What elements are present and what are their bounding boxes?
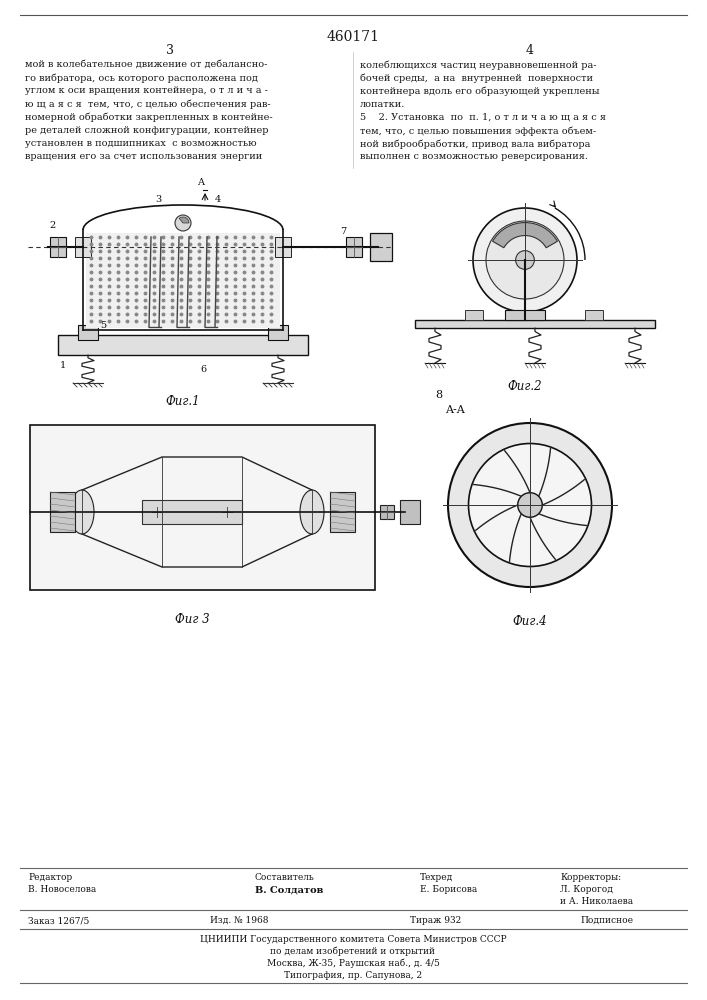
Text: Заказ 1267/5: Заказ 1267/5 (28, 916, 89, 925)
Text: 3: 3 (166, 44, 174, 57)
Text: Техред: Техред (420, 873, 453, 882)
Text: 460171: 460171 (327, 30, 380, 44)
Bar (30, 425, 375, 590)
Text: 2: 2 (50, 221, 56, 230)
Text: Е. Борисова: Е. Борисова (420, 885, 477, 894)
Bar (142, 500, 242, 524)
Bar (346, 237, 362, 257)
Bar (50, 492, 75, 532)
Text: Изд. № 1968: Изд. № 1968 (210, 916, 269, 925)
Circle shape (448, 423, 612, 587)
Text: В. Новоселова: В. Новоселова (28, 885, 96, 894)
Text: контейнера вдоль его образующей укреплены: контейнера вдоль его образующей укреплен… (360, 86, 600, 96)
Text: Редактор: Редактор (28, 873, 72, 882)
Text: го вибратора, ось которого расположена под: го вибратора, ось которого расположена п… (25, 73, 258, 83)
Text: 3: 3 (155, 196, 161, 205)
Circle shape (486, 221, 564, 299)
Bar (380, 505, 394, 519)
Wedge shape (493, 223, 557, 248)
Text: Фиг 3: Фиг 3 (175, 613, 209, 626)
Text: Москва, Ж-35, Раушская наб., д. 4/5: Москва, Ж-35, Раушская наб., д. 4/5 (267, 959, 440, 968)
Circle shape (469, 444, 592, 566)
Text: колеблющихся частиц неуравновешенной ра-: колеблющихся частиц неуравновешенной ра- (360, 60, 597, 70)
Circle shape (175, 215, 191, 231)
Text: ной виброобработки, привод вала вибратора: ной виброобработки, привод вала вибратор… (360, 139, 590, 149)
Text: Фиг.4: Фиг.4 (513, 615, 547, 628)
Bar (330, 492, 355, 532)
Text: Типография, пр. Сапунова, 2: Типография, пр. Сапунова, 2 (284, 971, 422, 980)
Text: 8: 8 (435, 390, 442, 400)
Text: A-A: A-A (445, 405, 464, 415)
Bar (370, 233, 392, 261)
Circle shape (473, 208, 577, 312)
Text: Корректоры:: Корректоры: (560, 873, 621, 882)
Text: 1: 1 (60, 360, 66, 369)
Text: A: A (197, 178, 204, 187)
Circle shape (515, 251, 534, 269)
Text: мой в колебательное движение от дебалансно-: мой в колебательное движение от дебаланс… (25, 60, 267, 69)
Bar (75, 237, 91, 257)
Text: Л. Корогод: Л. Корогод (560, 885, 613, 894)
Text: и А. Николаева: и А. Николаева (560, 897, 633, 906)
Bar (78, 325, 98, 340)
Text: Тираж 932: Тираж 932 (410, 916, 461, 925)
Ellipse shape (70, 490, 94, 534)
Text: выполнен с возможностью реверсирования.: выполнен с возможностью реверсирования. (360, 152, 588, 161)
Bar (86, 233, 280, 328)
Text: бочей среды,  а на  внутренней  поверхности: бочей среды, а на внутренней поверхности (360, 73, 593, 83)
Bar (415, 320, 655, 328)
Text: ре деталей сложной конфигурации, контейнер: ре деталей сложной конфигурации, контейн… (25, 126, 269, 135)
Bar (465, 310, 483, 320)
Text: 4: 4 (215, 196, 221, 205)
Text: Фиг.1: Фиг.1 (165, 395, 200, 408)
Bar (50, 237, 66, 257)
Text: Фиг.2: Фиг.2 (508, 380, 542, 393)
Text: 5: 5 (100, 320, 106, 330)
Text: Составитель: Составитель (255, 873, 315, 882)
Text: установлен в подшипниках  с возможностью: установлен в подшипниках с возможностью (25, 139, 257, 148)
Text: ю щ а я с я  тем, что, с целью обеспечения рав-: ю щ а я с я тем, что, с целью обеспечени… (25, 100, 271, 109)
Bar (505, 310, 545, 320)
Text: 4: 4 (526, 44, 534, 57)
Wedge shape (179, 217, 189, 223)
Ellipse shape (300, 490, 324, 534)
Text: Подписное: Подписное (580, 916, 633, 925)
Bar (585, 310, 603, 320)
Text: номерной обработки закрепленных в контейне-: номерной обработки закрепленных в контей… (25, 113, 273, 122)
Bar (58, 335, 308, 355)
Text: вращения его за счет использования энергии: вращения его за счет использования энерг… (25, 152, 262, 161)
Bar (268, 325, 288, 340)
Text: по делам изобретений и открытий: по делам изобретений и открытий (271, 947, 436, 956)
Text: тем, что, с целью повышения эффекта объем-: тем, что, с целью повышения эффекта объе… (360, 126, 596, 135)
Text: ЦНИИПИ Государственного комитета Совета Министров СССР: ЦНИИПИ Государственного комитета Совета … (199, 935, 506, 944)
Text: В. Солдатов: В. Солдатов (255, 885, 323, 894)
Text: 7: 7 (340, 228, 346, 236)
Circle shape (518, 493, 542, 517)
Text: лопатки.: лопатки. (360, 100, 405, 109)
Text: углом к оси вращения контейнера, о т л и ч а -: углом к оси вращения контейнера, о т л и… (25, 86, 268, 95)
Text: 6: 6 (200, 365, 206, 374)
Bar (275, 237, 291, 257)
Bar (400, 500, 420, 524)
Text: 5    2. Установка  по  п. 1, о т л и ч а ю щ а я с я: 5 2. Установка по п. 1, о т л и ч а ю щ … (360, 113, 606, 122)
